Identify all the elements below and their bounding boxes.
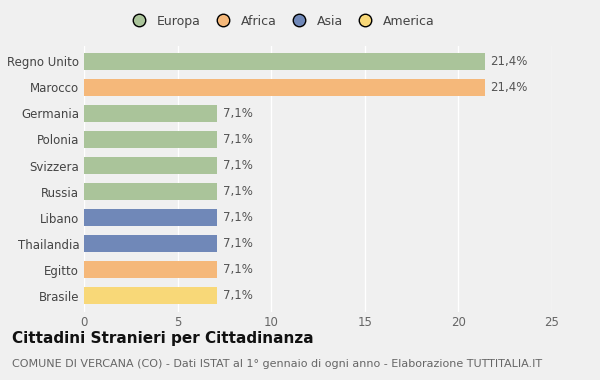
Bar: [84, 261, 217, 278]
Legend: Europa, Africa, Asia, America: Europa, Africa, Asia, America: [127, 14, 434, 28]
Bar: [84, 53, 485, 70]
Text: 21,4%: 21,4%: [490, 55, 527, 68]
Text: COMUNE DI VERCANA (CO) - Dati ISTAT al 1° gennaio di ogni anno - Elaborazione TU: COMUNE DI VERCANA (CO) - Dati ISTAT al 1…: [12, 359, 542, 369]
Text: 7,1%: 7,1%: [223, 263, 253, 276]
Text: 21,4%: 21,4%: [490, 81, 527, 94]
Bar: [84, 157, 217, 174]
Bar: [84, 235, 217, 252]
Bar: [84, 79, 485, 96]
Bar: [84, 209, 217, 226]
Bar: [84, 183, 217, 200]
Text: 7,1%: 7,1%: [223, 237, 253, 250]
Bar: [84, 131, 217, 148]
Text: 7,1%: 7,1%: [223, 159, 253, 172]
Text: 7,1%: 7,1%: [223, 211, 253, 224]
Text: 7,1%: 7,1%: [223, 107, 253, 120]
Text: 7,1%: 7,1%: [223, 185, 253, 198]
Text: 7,1%: 7,1%: [223, 133, 253, 146]
Text: Cittadini Stranieri per Cittadinanza: Cittadini Stranieri per Cittadinanza: [12, 331, 314, 345]
Bar: [84, 288, 217, 304]
Text: 7,1%: 7,1%: [223, 290, 253, 302]
Bar: [84, 105, 217, 122]
